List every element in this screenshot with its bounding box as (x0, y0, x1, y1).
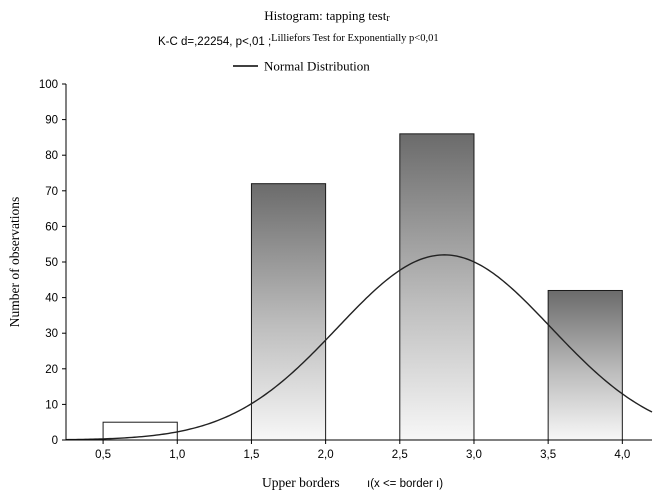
y-tick-label: 70 (45, 186, 58, 198)
x-axis-label: Upper borders (262, 475, 340, 490)
y-tick-label: 0 (52, 435, 58, 447)
x-tick-label: 3,0 (466, 449, 482, 461)
x-tick-label: 1,0 (169, 449, 185, 461)
y-tick-label: 30 (45, 328, 58, 340)
plot-area: 0 10 20 30 40 50 60 70 80 90 100 0,5 1,0 1,5 2,0 2,5 3,0… (39, 79, 653, 461)
normal-distribution-curve (65, 254, 653, 441)
y-tick-label: 50 (45, 257, 58, 269)
histogram-bar-4 (547, 289, 623, 441)
x-tick-label: 1,5 (243, 449, 259, 461)
histogram-bar-2 (250, 183, 327, 441)
y-tick-label: 100 (39, 79, 58, 91)
chart-title: Histogram: tapping testr (264, 8, 390, 24)
x-tick-label: 3,5 (540, 449, 556, 461)
y-tick-label: 40 (45, 293, 58, 305)
x-tick-label: 4,0 (614, 449, 630, 461)
x-tick-label: 0,5 (95, 449, 111, 461)
histogram-bar-3 (399, 133, 475, 441)
y-axis-label: Number of observations (7, 197, 22, 327)
y-tick-label: 90 (45, 115, 58, 127)
x-axis-label-condition: ı(x <= border ı) (367, 478, 443, 490)
legend: Normal Distribution (233, 59, 370, 74)
y-tick-label: 60 (45, 221, 58, 233)
y-tick-label: 80 (45, 150, 58, 162)
y-tick-label: 20 (45, 364, 58, 376)
x-tick-label: 2,0 (318, 449, 334, 461)
chart-subtitle: K-C d=,22254, p<,01 ;Lilliefors Test for… (158, 33, 439, 48)
x-tick-label: 2,5 (392, 449, 408, 461)
y-tick-label: 10 (45, 399, 58, 411)
legend-label: Normal Distribution (264, 59, 370, 74)
